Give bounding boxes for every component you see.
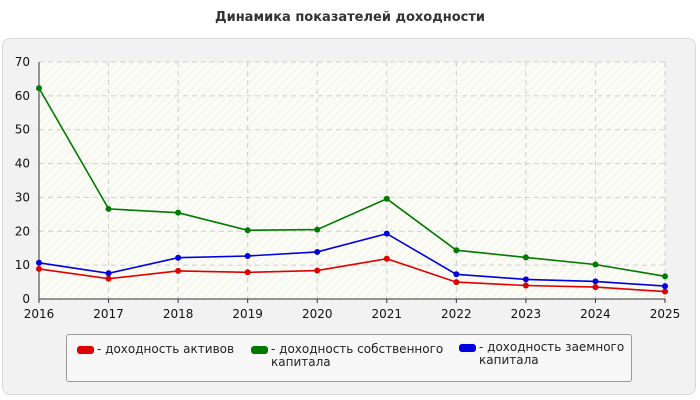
legend-swatch-equity (251, 346, 268, 354)
chart-title: Динамика показателей доходности (215, 10, 485, 25)
series-2-point (383, 230, 390, 237)
series-1-point (105, 205, 112, 212)
series-line-0 (38, 257, 666, 293)
series-1-point (36, 85, 42, 92)
series-2-point (662, 283, 668, 290)
x-tick-label: 2024 (580, 307, 611, 321)
x-tick-label: 2023 (511, 307, 542, 321)
y-tick-label: 50 (15, 123, 30, 137)
series-0-point (522, 282, 529, 289)
series-1-point (453, 247, 460, 254)
series-0-point (383, 255, 390, 262)
y-tick-label: 70 (15, 55, 30, 69)
y-tick-label: 20 (15, 224, 30, 238)
series-0-point (105, 275, 112, 282)
series-1-point (314, 226, 321, 233)
series-0-point (175, 267, 182, 274)
series-0-point (244, 269, 251, 276)
series-0-point (36, 265, 42, 272)
series-1-point (244, 227, 251, 234)
legend-swatch-assets (77, 346, 94, 354)
x-tick-label: 2019 (232, 307, 263, 321)
series-line-1 (38, 87, 666, 278)
series-line-2 (38, 232, 666, 287)
series-2-point (592, 278, 599, 285)
x-tick-label: 2017 (93, 307, 124, 321)
series-0-point (592, 284, 599, 291)
y-tick-label: 0 (22, 292, 30, 306)
x-tick-label: 2018 (163, 307, 194, 321)
series-1-point (662, 273, 668, 280)
x-tick-label: 2021 (372, 307, 403, 321)
series-2-point (36, 259, 42, 266)
legend-label-equity: - доходность собственного капитала (271, 342, 444, 369)
y-tick-label: 60 (15, 89, 30, 103)
x-tick-label: 2025 (650, 307, 681, 321)
series-2-point (522, 276, 529, 283)
y-tick-label: 10 (15, 258, 30, 272)
plot-area (39, 62, 665, 299)
series-1-point (383, 195, 390, 202)
series-2-point (453, 271, 460, 278)
x-tick-label: 2016 (24, 307, 55, 321)
y-tick-label: 40 (15, 157, 30, 171)
series-2-point (105, 270, 112, 277)
series-2-point (314, 248, 321, 255)
legend-swatch-debt (459, 344, 476, 352)
series-1-point (175, 209, 182, 216)
x-tick-label: 2022 (441, 307, 472, 321)
series-2-point (244, 253, 251, 260)
legend: - доходность активов - доходность собств… (66, 334, 632, 382)
y-tick-label: 30 (15, 190, 30, 204)
series-0-point (314, 267, 321, 274)
x-tick-label: 2020 (302, 307, 333, 321)
series-1-point (592, 261, 599, 268)
series-1-point (522, 254, 529, 261)
legend-label-debt: - доходность заемного капитала (479, 340, 625, 367)
series-0-point (662, 288, 668, 295)
series-0-point (453, 279, 460, 286)
series-2-point (175, 254, 182, 261)
legend-label-assets: - доходность активов (97, 342, 235, 356)
